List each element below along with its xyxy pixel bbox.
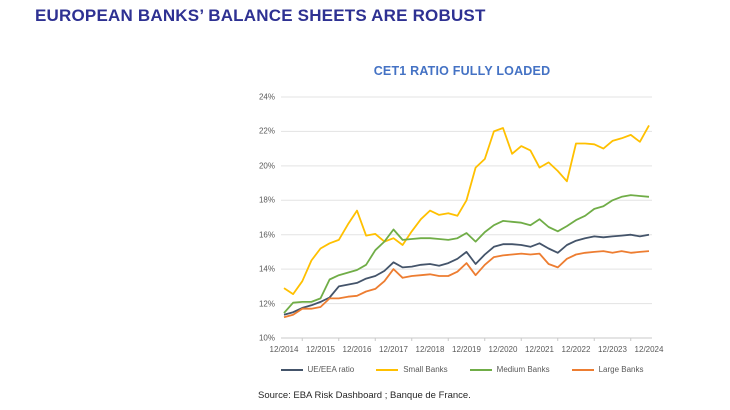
series-line-large-banks: [283, 250, 650, 319]
page-title: EUROPEAN BANKS’ BALANCE SHEETS ARE ROBUS…: [35, 6, 486, 25]
y-axis-label: 18%: [258, 195, 275, 205]
series-line-small-banks: [283, 124, 650, 296]
y-axis-label: 14%: [258, 264, 275, 274]
series-line-medium-banks: [283, 194, 650, 314]
legend-line-swatch: [571, 368, 594, 371]
x-axis-label: 12/2020: [488, 345, 518, 354]
x-axis-label: 12/2019: [452, 345, 481, 354]
y-axis-label: 16%: [258, 230, 275, 240]
x-axis-label: 12/2021: [525, 345, 554, 354]
y-axis-label: 10%: [258, 333, 275, 343]
legend-line-swatch: [280, 368, 303, 371]
y-axis-label: 22%: [258, 126, 275, 136]
x-axis-label: 12/2014: [269, 345, 299, 354]
y-axis-label: 12%: [258, 299, 275, 309]
x-axis-label: 12/2023: [598, 345, 627, 354]
x-axis-label: 12/2024: [634, 345, 664, 354]
y-axis-label: 20%: [258, 161, 275, 171]
legend-label: Small Banks: [403, 365, 448, 374]
y-axis-label: 24%: [258, 92, 275, 102]
source-note: Source: EBA Risk Dashboard ; Banque de F…: [258, 390, 471, 401]
x-axis-label: 12/2017: [379, 345, 408, 354]
x-axis-label: 12/2015: [306, 345, 335, 354]
legend-label: Large Banks: [598, 365, 644, 374]
legend-line-swatch: [469, 368, 492, 371]
legend-label: UE/EEA ratio: [307, 365, 355, 374]
x-axis-label: 12/2016: [342, 345, 372, 354]
chart-title: CET1 RATIO FULLY LOADED: [373, 64, 551, 78]
chart-legend: UE/EEA ratio Small Banks Medium Banks Large…: [254, 365, 670, 374]
cet1-line-chart: CET1 RATIO FULLY LOADED 10% 12% 14% 16% 18% 2…: [254, 60, 670, 390]
x-axis-label: 12/2018: [415, 345, 445, 354]
legend-line-swatch: [376, 368, 399, 371]
legend-item: Medium Banks: [469, 365, 550, 374]
series-line-ue-eea-ratio: [283, 233, 650, 316]
legend-item: UE/EEA ratio: [280, 365, 355, 374]
legend-item: Small Banks: [376, 365, 448, 374]
x-axis-label: 12/2022: [561, 345, 591, 354]
legend-item: Large Banks: [571, 365, 644, 374]
plot-area: [281, 96, 652, 341]
legend-label: Medium Banks: [496, 365, 550, 374]
